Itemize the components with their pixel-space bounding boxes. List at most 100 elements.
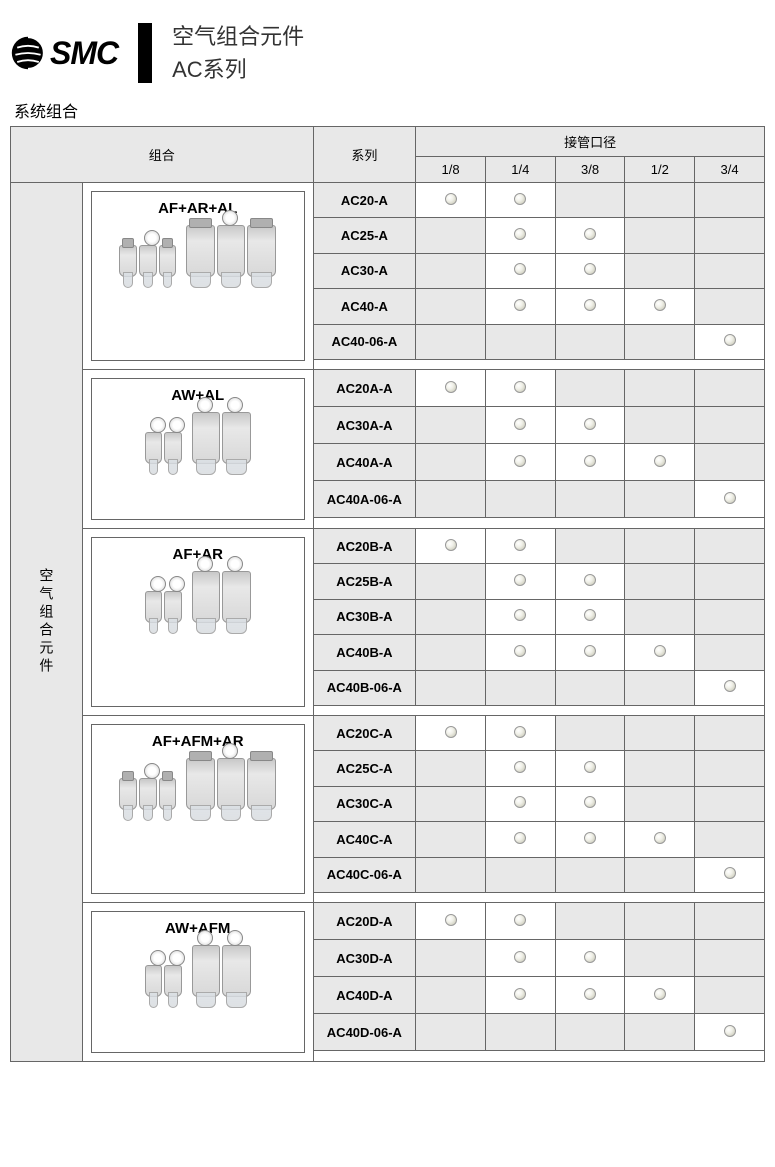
availability-cell — [695, 857, 765, 892]
availability-cell — [485, 289, 555, 324]
available-dot-icon — [445, 381, 457, 393]
table-header: 组合 系列 接管口径 1/81/43/81/23/4 — [11, 127, 765, 183]
series-cell: AC30C-A — [313, 786, 416, 821]
availability-cell — [485, 444, 555, 481]
series-cell: AC20C-A — [313, 716, 416, 751]
availability-cell — [695, 751, 765, 786]
availability-cell — [485, 481, 555, 518]
availability-cell — [625, 822, 695, 857]
availability-cell — [695, 564, 765, 599]
available-dot-icon — [445, 726, 457, 738]
port-header-1: 1/4 — [485, 157, 555, 183]
availability-cell — [625, 903, 695, 940]
available-dot-icon — [654, 988, 666, 1000]
availability-cell — [625, 751, 695, 786]
available-dot-icon — [584, 796, 596, 808]
available-dot-icon — [584, 832, 596, 844]
available-dot-icon — [445, 539, 457, 551]
availability-cell — [695, 183, 765, 218]
section-label: 系统组合 — [14, 98, 765, 122]
availability-cell — [416, 564, 486, 599]
title-sub: AC系列 — [172, 53, 304, 86]
availability-cell — [555, 481, 625, 518]
availability-cell — [555, 786, 625, 821]
combo-title: AF+AFM+AR — [102, 733, 294, 750]
series-cell: AC40A-06-A — [313, 481, 416, 518]
availability-cell — [416, 324, 486, 359]
availability-cell — [485, 940, 555, 977]
combo-title: AF+AR+AL — [102, 200, 294, 217]
col-combo-header: 组合 — [11, 127, 314, 183]
available-dot-icon — [584, 455, 596, 467]
availability-cell — [625, 977, 695, 1014]
availability-cell — [416, 183, 486, 218]
availability-cell — [555, 716, 625, 751]
availability-cell — [555, 903, 625, 940]
available-dot-icon — [514, 645, 526, 657]
available-dot-icon — [514, 299, 526, 311]
logo-icon — [10, 35, 46, 71]
available-dot-icon — [514, 418, 526, 430]
col-series-header: 系列 — [313, 127, 416, 183]
available-dot-icon — [514, 228, 526, 240]
title-main: 空气组合元件 — [172, 20, 304, 53]
availability-cell — [695, 481, 765, 518]
available-dot-icon — [584, 761, 596, 773]
availability-cell — [485, 529, 555, 564]
availability-cell — [695, 407, 765, 444]
availability-cell — [485, 822, 555, 857]
availability-cell — [416, 407, 486, 444]
combo-cell: AW+AFM — [82, 903, 313, 1062]
availability-cell — [555, 670, 625, 705]
availability-cell — [625, 183, 695, 218]
availability-cell — [485, 370, 555, 407]
availability-cell — [485, 857, 555, 892]
availability-cell — [416, 716, 486, 751]
availability-cell — [485, 324, 555, 359]
availability-cell — [625, 481, 695, 518]
availability-cell — [555, 289, 625, 324]
availability-cell — [555, 529, 625, 564]
availability-cell — [416, 599, 486, 634]
available-dot-icon — [514, 455, 526, 467]
availability-cell — [695, 940, 765, 977]
availability-cell — [416, 289, 486, 324]
table-row: AW+AFM AC20D-A — [11, 903, 765, 940]
availability-cell — [416, 857, 486, 892]
available-dot-icon — [584, 228, 596, 240]
availability-cell — [555, 183, 625, 218]
available-dot-icon — [724, 334, 736, 346]
available-dot-icon — [514, 914, 526, 926]
availability-cell — [416, 1014, 486, 1051]
available-dot-icon — [514, 381, 526, 393]
available-dot-icon — [514, 539, 526, 551]
available-dot-icon — [584, 988, 596, 1000]
table-row: AF+AFM+AR AC20C-A — [11, 716, 765, 751]
available-dot-icon — [724, 492, 736, 504]
available-dot-icon — [445, 914, 457, 926]
availability-cell — [416, 786, 486, 821]
series-cell: AC30B-A — [313, 599, 416, 634]
series-cell: AC25C-A — [313, 751, 416, 786]
availability-cell — [416, 635, 486, 670]
availability-cell — [695, 822, 765, 857]
port-header-3: 1/2 — [625, 157, 695, 183]
available-dot-icon — [514, 609, 526, 621]
availability-cell — [485, 977, 555, 1014]
availability-cell — [695, 218, 765, 253]
col-port-header: 接管口径 — [416, 127, 765, 157]
available-dot-icon — [584, 299, 596, 311]
spec-table: 组合 系列 接管口径 1/81/43/81/23/4 空气组合元件 AF+AR+… — [10, 126, 765, 1062]
availability-cell — [625, 407, 695, 444]
logo-text: SMC — [50, 35, 118, 72]
available-dot-icon — [514, 761, 526, 773]
availability-cell — [555, 635, 625, 670]
available-dot-icon — [654, 299, 666, 311]
availability-cell — [555, 1014, 625, 1051]
availability-cell — [555, 407, 625, 444]
availability-cell — [555, 444, 625, 481]
availability-cell — [555, 751, 625, 786]
availability-cell — [695, 670, 765, 705]
availability-cell — [625, 289, 695, 324]
availability-cell — [555, 977, 625, 1014]
